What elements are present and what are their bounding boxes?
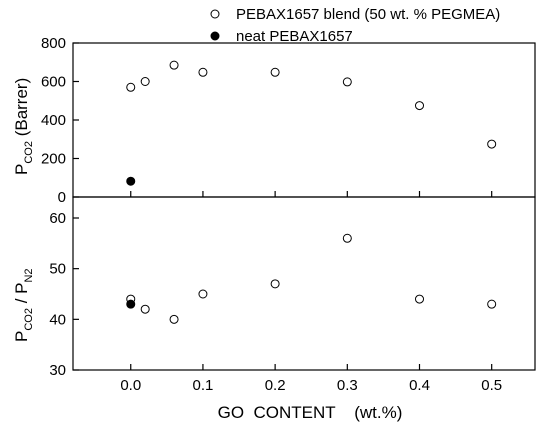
bottom-y-axis-title: PCO2 / PN2	[12, 268, 35, 342]
top-y-tick-label: 400	[41, 112, 66, 129]
top-blend-point	[487, 139, 497, 149]
legend: PEBAX1657 blend (50 wt. % PEGMEA) neat P…	[210, 6, 500, 45]
top-blend-point	[169, 60, 179, 70]
top-x-ticks	[130, 191, 493, 197]
top-blend-point	[126, 82, 136, 92]
bottom-panel: 30 40 50 60 0.0 0.1 0.2 0.3 0.4 0.5 PCO2 / PN2 G…	[12, 196, 536, 422]
bottom-y-tick-label: 30	[49, 362, 66, 379]
top-y-tick-label: 0	[58, 189, 66, 206]
bottom-x-ticks: 0.0 0.1 0.2 0.3 0.4 0.5	[120, 364, 502, 394]
top-neat-point	[126, 176, 136, 186]
top-y-tick-label: 200	[41, 151, 66, 168]
top-plot-frame	[72, 42, 536, 198]
bottom-blend-point	[487, 299, 497, 309]
top-y-axis-title: PCO2 (Barrer)	[12, 78, 35, 175]
x-tick-label: 0.0	[120, 377, 141, 394]
top-data-points	[126, 60, 497, 186]
x-tick-label: 0.3	[337, 377, 358, 394]
top-blend-point	[198, 67, 208, 77]
x-tick-label: 0.5	[481, 377, 502, 394]
bottom-blend-point	[342, 233, 352, 243]
bottom-blend-point	[415, 294, 424, 304]
bottom-y-ticks: 30 40 50 60	[49, 210, 79, 379]
bottom-y-tick-label: 40	[49, 311, 66, 328]
legend-marker-open-circle	[210, 9, 220, 19]
bottom-neat-point	[126, 299, 136, 309]
top-blend-point	[140, 77, 150, 86]
bottom-y-tick-label: 60	[49, 210, 66, 227]
bottom-blend-point	[270, 279, 280, 289]
legend-label-blend: PEBAX1657 blend (50 wt. % PEGMEA)	[236, 6, 500, 23]
top-blend-point	[415, 101, 424, 111]
bottom-blend-point	[169, 314, 179, 324]
bottom-blend-point	[198, 289, 208, 299]
top-y-ticks: 0 200 400 600 800	[41, 35, 79, 206]
top-y-tick-label: 600	[41, 74, 66, 91]
bottom-blend-point	[140, 304, 150, 314]
x-tick-label: 0.1	[193, 377, 214, 394]
legend-label-neat: neat PEBAX1657	[236, 28, 353, 45]
top-blend-point	[270, 67, 280, 77]
bottom-plot-frame	[72, 196, 536, 371]
bottom-y-tick-label: 50	[49, 261, 66, 278]
x-tick-label: 0.2	[265, 377, 286, 394]
top-blend-point	[342, 77, 352, 87]
top-y-tick-label: 800	[41, 35, 66, 52]
x-axis-title: GO CONTENT (wt.%)	[218, 403, 403, 422]
x-tick-label: 0.4	[409, 377, 430, 394]
bottom-data-points	[126, 233, 497, 324]
legend-marker-filled-circle	[210, 31, 220, 41]
top-panel: 0 200 400 600 800 PCO2 (Barrer)	[12, 35, 536, 206]
